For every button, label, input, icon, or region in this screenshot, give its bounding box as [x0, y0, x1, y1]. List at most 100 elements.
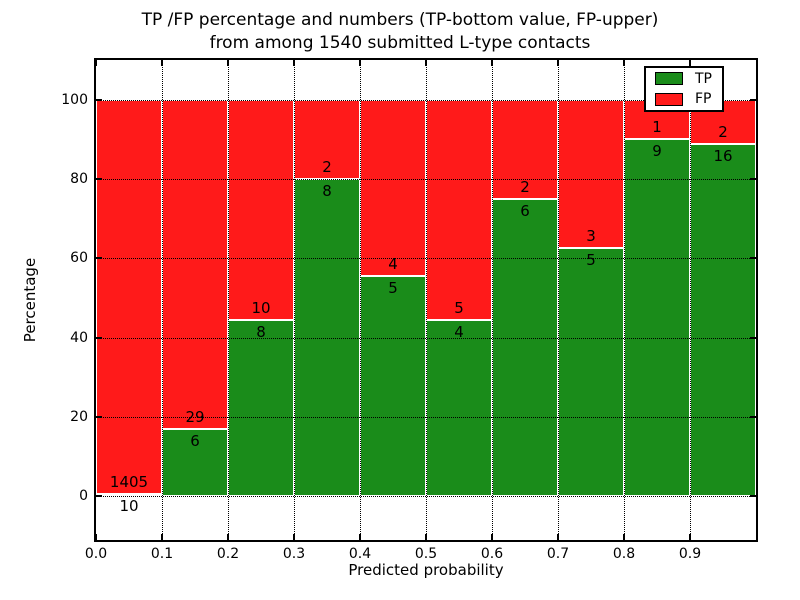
y-tick-mark	[96, 98, 102, 101]
fp-bar-segment	[360, 99, 426, 276]
x-tick-mark-top	[689, 60, 691, 66]
x-tick-label: 0.9	[678, 546, 702, 562]
legend-label-fp: FP	[695, 91, 712, 108]
fp-bar-segment	[96, 99, 162, 494]
legend-swatch-fp	[655, 92, 683, 106]
y-tick-mark-right	[750, 416, 756, 419]
fp-bar-segment	[162, 99, 228, 429]
plot-area: 1405 10 29 6 10 8 2 8 4 5 5 4 2 6 3 5 1 9 2 16 TP FP	[94, 58, 758, 542]
x-axis-label: Predicted probability	[348, 561, 504, 579]
x-tick-label: 0.3	[282, 546, 306, 562]
y-tick-mark-right	[750, 98, 756, 101]
x-tick-mark	[227, 534, 229, 540]
y-tick-mark-right	[750, 257, 756, 260]
chart-title-line1: TP /FP percentage and numbers (TP-bottom…	[141, 10, 659, 30]
tp-bar-segment	[426, 320, 492, 497]
x-tick-label: 0.0	[84, 546, 108, 562]
fp-count-label: 1	[652, 118, 662, 137]
tp-bar-segment	[96, 493, 162, 497]
fp-bar-segment	[492, 99, 558, 199]
x-tick-label: 0.5	[414, 546, 438, 562]
x-tick-mark	[161, 534, 163, 540]
x-tick-mark-top	[227, 60, 229, 66]
fp-count-label: 5	[454, 299, 464, 318]
y-axis-label: Percentage	[21, 257, 39, 343]
gridline-vertical	[228, 60, 229, 540]
tp-count-label: 16	[713, 146, 733, 165]
tp-count-label: 9	[652, 142, 662, 161]
gridline-horizontal	[96, 496, 756, 498]
gridline-vertical	[690, 60, 691, 540]
x-tick-label: 0.4	[348, 546, 372, 562]
fp-count-label: 4	[388, 254, 398, 273]
y-tick-mark-right	[750, 178, 756, 180]
chart-title-line2: from among 1540 submitted L-type contact…	[209, 33, 591, 53]
fp-bar-segment	[228, 99, 294, 321]
legend-swatch-tp	[655, 72, 683, 86]
x-tick-mark	[95, 534, 97, 540]
y-tick-mark	[96, 178, 102, 180]
x-tick-mark	[359, 534, 361, 540]
tp-bar-segment	[360, 275, 426, 497]
x-tick-mark	[293, 534, 295, 540]
x-tick-mark	[689, 534, 691, 540]
tp-count-label: 10	[119, 496, 139, 515]
x-tick-mark	[425, 534, 427, 540]
legend-item-fp: FP	[646, 89, 722, 109]
y-tick-mark-right	[750, 495, 756, 498]
x-tick-mark-top	[425, 60, 427, 66]
gridline-horizontal	[96, 179, 756, 180]
gridline-vertical	[162, 60, 163, 540]
tp-bar-segment	[624, 139, 690, 497]
gridline-vertical	[624, 60, 625, 540]
y-tick-mark	[96, 257, 102, 260]
legend-item-tp: TP	[646, 69, 722, 89]
y-tick-label: 60	[70, 250, 88, 267]
gridline-horizontal	[96, 337, 756, 339]
x-tick-label: 0.6	[480, 546, 504, 562]
tp-bar-segment	[690, 143, 756, 497]
x-tick-mark-top	[557, 60, 559, 66]
y-tick-mark	[96, 495, 102, 498]
gridline-horizontal	[96, 258, 756, 260]
tp-count-label: 5	[586, 251, 596, 270]
tp-bar-segment	[162, 428, 228, 497]
tp-bar-segment	[228, 320, 294, 497]
y-tick-label: 20	[70, 409, 88, 426]
y-tick-mark-right	[750, 336, 756, 339]
y-tick-label: 100	[61, 91, 88, 108]
tp-count-label: 5	[388, 278, 398, 297]
x-tick-label: 0.7	[546, 546, 570, 562]
fp-count-label: 2	[520, 177, 530, 196]
chart-title: TP /FP percentage and numbers (TP-bottom…	[0, 9, 800, 55]
fp-count-label: 29	[185, 407, 205, 426]
x-tick-mark-top	[359, 60, 361, 66]
tp-count-label: 8	[256, 323, 266, 342]
tp-bar-segment	[492, 198, 558, 497]
x-tick-mark	[557, 534, 559, 540]
gridline-vertical	[492, 60, 493, 540]
fp-count-label: 3	[586, 227, 596, 246]
x-tick-mark-top	[293, 60, 295, 66]
gridline-vertical	[558, 60, 559, 540]
fp-count-label: 2	[322, 158, 332, 176]
y-tick-mark	[96, 336, 102, 339]
gridline-vertical	[360, 60, 361, 540]
x-tick-label: 0.8	[612, 546, 636, 562]
fp-count-label: 10	[251, 299, 271, 318]
fp-count-label: 1405	[109, 472, 149, 491]
x-tick-mark-top	[161, 60, 163, 66]
y-tick-mark	[96, 416, 102, 419]
x-tick-label: 0.2	[216, 546, 240, 562]
fp-count-label: 2	[718, 122, 728, 141]
fp-bar-segment	[558, 99, 624, 249]
gridline-vertical	[426, 60, 427, 540]
legend: TP FP	[644, 66, 724, 112]
tp-count-label: 8	[322, 182, 332, 200]
x-tick-mark-top	[491, 60, 493, 66]
x-tick-mark-top	[623, 60, 625, 66]
y-tick-label: 0	[79, 488, 88, 505]
y-tick-label: 80	[70, 171, 88, 187]
gridline-horizontal	[96, 99, 756, 101]
x-tick-mark	[491, 534, 493, 540]
